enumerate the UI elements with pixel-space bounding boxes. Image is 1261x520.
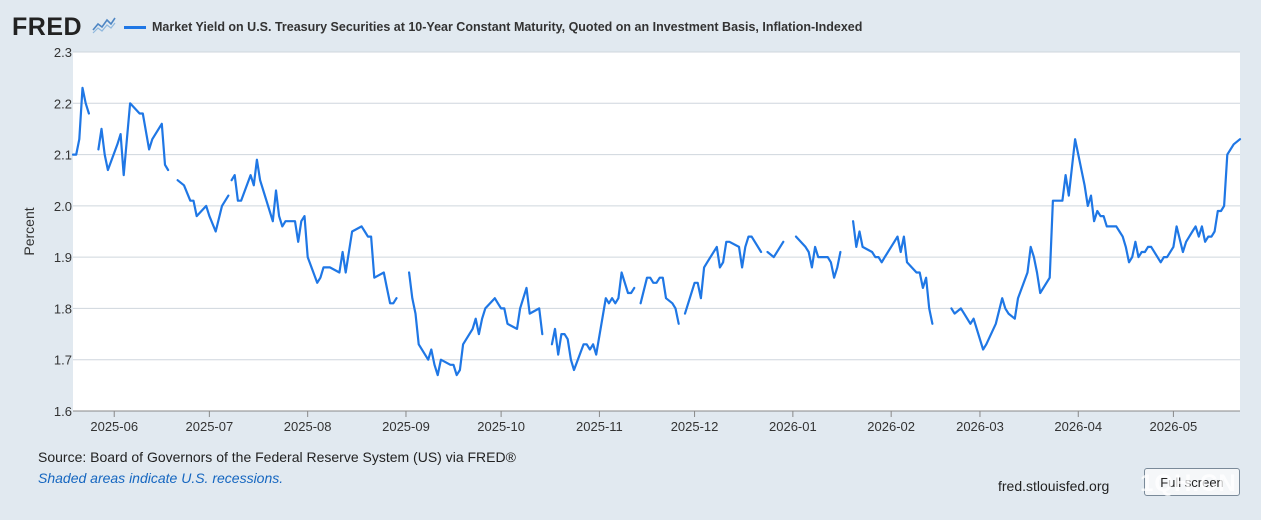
y-tick-label: 1.9: [54, 250, 72, 265]
fred-logo[interactable]: FRED: [12, 13, 83, 41]
y-axis-label: Percent: [21, 207, 37, 255]
fullscreen-button[interactable]: Full screen: [1144, 468, 1240, 496]
chart-legend[interactable]: Market Yield on U.S. Treasury Securities…: [124, 18, 862, 36]
y-tick-label: 1.6: [54, 404, 72, 419]
x-tick-label: 2026-03: [956, 419, 1004, 434]
x-tick-label: 2025-07: [186, 419, 234, 434]
y-tick-label: 2.3: [54, 45, 72, 60]
series-line-segment[interactable]: [683, 235, 763, 315]
series-line-segment[interactable]: [408, 271, 544, 377]
chart-header: FRED Market Yield on U.S. Treasury Secur…: [0, 0, 1261, 44]
fred-site-link[interactable]: fred.stlouisfed.org: [998, 478, 1110, 494]
y-tick-label: 1.8: [54, 301, 72, 316]
x-tick-label: 2025-06: [90, 419, 138, 434]
series-line-segment[interactable]: [176, 179, 230, 233]
series-line-segment[interactable]: [766, 240, 785, 259]
series-line-segment[interactable]: [230, 158, 398, 305]
x-tick-label: 2026-02: [867, 419, 915, 434]
x-tick-label: 2026-01: [769, 419, 817, 434]
y-tick-label: 1.7: [54, 353, 72, 368]
line-chart[interactable]: 1.6 1.7 1.8 1.9 2.0 2.1 2.2 2.3 2025-06 2025-07 20…: [0, 38, 1261, 438]
plot-area: [73, 52, 1240, 411]
x-tick-label: 2025-12: [671, 419, 719, 434]
x-tick-label: 2025-10: [477, 419, 525, 434]
legend-swatch: [124, 25, 146, 29]
x-tick-label: 2025-08: [284, 419, 332, 434]
legend-series-label: Market Yield on U.S. Treasury Securities…: [152, 20, 863, 34]
recession-note: Shaded areas indicate U.S. recessions.: [38, 470, 284, 486]
series-line-segment[interactable]: [950, 138, 1242, 351]
series-line-segment[interactable]: [794, 235, 842, 279]
source-note: Source: Board of Governors of the Federa…: [38, 449, 516, 465]
x-tick-label: 2025-11: [576, 419, 623, 434]
y-tick-label: 2.0: [54, 199, 72, 214]
series-line-segment[interactable]: [550, 271, 636, 372]
series-line-segment[interactable]: [71, 86, 91, 156]
y-tick-label: 2.1: [54, 148, 72, 163]
line-graph-icon: [92, 16, 116, 39]
series-line-segment[interactable]: [851, 220, 934, 325]
x-tick-label: 2026-04: [1054, 419, 1102, 434]
series-line-segment[interactable]: [97, 102, 170, 177]
series-line-segment[interactable]: [639, 276, 680, 325]
x-tick-label: 2025-09: [382, 419, 430, 434]
x-tick-label: 2026-05: [1150, 419, 1198, 434]
y-tick-label: 2.2: [54, 96, 72, 111]
